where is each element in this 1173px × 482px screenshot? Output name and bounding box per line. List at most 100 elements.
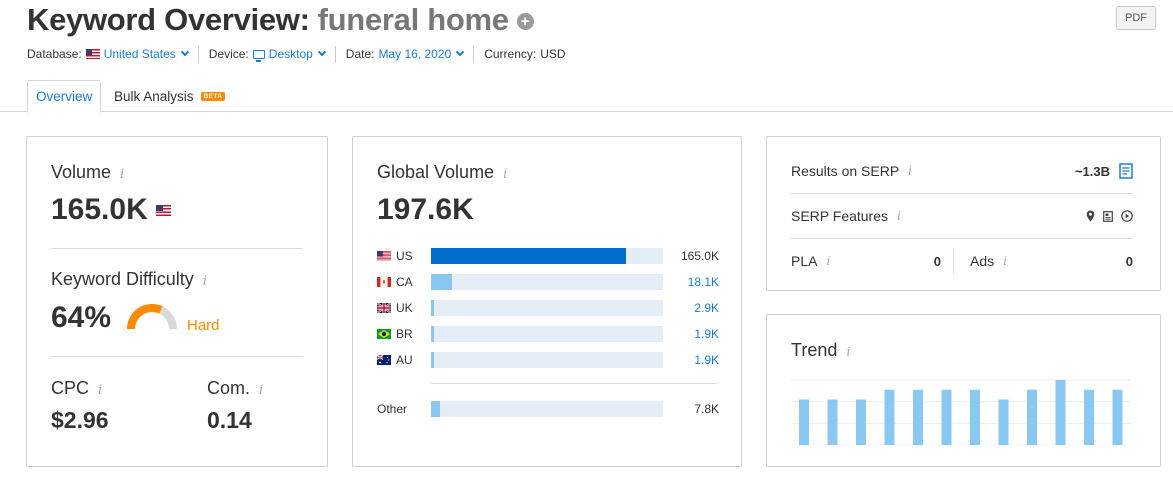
- volume-bar-fill: [431, 326, 434, 342]
- ca-flag-icon: [377, 277, 391, 287]
- country-volume-value[interactable]: 2.9K: [694, 301, 719, 315]
- country-volume-value[interactable]: 1.9K: [694, 327, 719, 341]
- info-icon[interactable]: i: [826, 254, 831, 268]
- chevron-down-icon: [317, 47, 327, 57]
- country-row-br[interactable]: BR 1.9K: [377, 325, 719, 343]
- info-icon[interactable]: i: [259, 383, 264, 398]
- volume-bar-fill: [431, 352, 434, 368]
- features-label: SERP Features: [791, 208, 889, 224]
- cpc-heading: CPC i: [51, 378, 102, 399]
- volume-heading: Volume i: [51, 162, 124, 183]
- info-icon[interactable]: i: [846, 345, 851, 360]
- com-heading: Com. i: [207, 378, 263, 399]
- trend-bar[interactable]: [1055, 380, 1066, 445]
- country-row-other[interactable]: Other 7.8K: [377, 400, 719, 418]
- divider: [953, 248, 954, 274]
- global-volume-label: Global Volume: [377, 162, 495, 182]
- country-row-uk[interactable]: UK 2.9K: [377, 299, 719, 317]
- global-volume-card: Global Volume i 197.6K US 165.0K CA 18.1K UK…: [352, 136, 742, 467]
- au-flag-icon: [377, 355, 391, 365]
- global-volume-value: 197.6K: [377, 193, 474, 226]
- results-value: ~1.3B: [1074, 163, 1110, 179]
- us-flag-icon: [85, 49, 100, 59]
- currency-filter: Currency: USD: [484, 47, 565, 61]
- divider: [334, 45, 336, 63]
- divider: [51, 356, 303, 357]
- serp-features-icons: [1086, 210, 1133, 222]
- info-icon[interactable]: i: [897, 209, 901, 223]
- page-title: Keyword Overview: funeral home: [27, 2, 509, 38]
- date-dropdown[interactable]: May 16, 2020: [378, 47, 465, 61]
- volume-bar-track: [431, 274, 663, 290]
- trend-bar[interactable]: [941, 389, 952, 445]
- desktop-icon: [252, 49, 265, 62]
- database-label: Database:: [27, 47, 82, 61]
- volume-bar-track: [431, 248, 663, 264]
- trend-bar[interactable]: [998, 399, 1009, 446]
- country-volume-value[interactable]: 18.1K: [687, 275, 719, 289]
- play-icon: [1121, 210, 1133, 222]
- trend-bar[interactable]: [1027, 389, 1037, 445]
- chevron-down-icon: [180, 47, 189, 57]
- document-icon: [1103, 210, 1113, 222]
- info-icon[interactable]: i: [1003, 254, 1007, 268]
- tab-overview[interactable]: Overview: [27, 80, 102, 113]
- br-flag-icon: [377, 329, 391, 339]
- country-row-us[interactable]: US 165.0K: [377, 247, 719, 265]
- page-header: Keyword Overview: funeral home +: [27, 0, 534, 40]
- trend-bar[interactable]: [827, 399, 838, 446]
- divider: [473, 45, 475, 63]
- country-volume-value[interactable]: 1.9K: [694, 353, 719, 367]
- device-label: Device:: [208, 47, 249, 61]
- trend-card: Trend i: [766, 314, 1161, 467]
- add-to-list-icon[interactable]: +: [516, 12, 534, 30]
- pdf-export-button[interactable]: PDF: [1116, 6, 1156, 30]
- info-icon[interactable]: i: [908, 164, 913, 178]
- difficulty-gauge-icon: [127, 304, 177, 329]
- kd-level: Hard: [187, 317, 220, 334]
- kd-heading: Keyword Difficulty i: [51, 269, 207, 290]
- info-icon[interactable]: i: [503, 167, 508, 182]
- tab-bulk-analysis[interactable]: Bulk Analysis BETA: [114, 80, 226, 112]
- filter-bar: Database: United States Device: Desktop …: [27, 45, 566, 63]
- global-volume-heading: Global Volume i: [377, 162, 507, 183]
- trend-bar[interactable]: [884, 389, 895, 445]
- trend-heading: Trend i: [791, 340, 851, 361]
- trend-bar[interactable]: [856, 399, 866, 446]
- database-value: United States: [103, 47, 176, 61]
- results-on-serp-row: Results on SERP i ~1.3B: [791, 163, 1133, 179]
- other-label: Other: [377, 402, 408, 416]
- info-icon[interactable]: i: [120, 167, 125, 182]
- country-row-au[interactable]: AU 1.9K: [377, 351, 719, 369]
- volume-value: 165.0K: [51, 193, 148, 226]
- serp-snapshot-icon[interactable]: [1119, 163, 1133, 179]
- trend-bar[interactable]: [1084, 389, 1094, 445]
- device-dropdown[interactable]: Desktop: [252, 47, 327, 62]
- ads-row: Ads i 0: [970, 253, 1133, 269]
- database-dropdown[interactable]: United States: [85, 47, 189, 61]
- volume-label: Volume: [51, 162, 112, 182]
- country-volume-value: 165.0K: [680, 249, 719, 263]
- info-icon[interactable]: i: [202, 274, 207, 289]
- pla-label: PLA: [791, 253, 818, 269]
- volume-bar-track: [431, 326, 663, 342]
- trend-bar[interactable]: [913, 389, 923, 445]
- country-code: BR: [396, 327, 413, 341]
- uk-flag-icon: [377, 303, 391, 313]
- tab-bulk-analysis-label: Bulk Analysis: [114, 88, 194, 104]
- divider: [791, 238, 1133, 239]
- country-row-ca[interactable]: CA 18.1K: [377, 273, 719, 291]
- pla-row: PLA i 0: [791, 253, 941, 269]
- trend-bar[interactable]: [799, 399, 809, 446]
- tab-bar: Overview Bulk Analysis BETA: [0, 80, 1173, 113]
- pla-value: 0: [933, 253, 941, 269]
- date-filter: Date: May 16, 2020: [346, 47, 465, 61]
- country-code: AU: [396, 353, 413, 367]
- country-code: CA: [396, 275, 413, 289]
- volume-bar-fill: [431, 248, 626, 264]
- trend-bar[interactable]: [970, 389, 980, 445]
- device-value: Desktop: [268, 47, 313, 61]
- trend-bar[interactable]: [1112, 389, 1123, 445]
- com-label: Com.: [207, 378, 251, 398]
- info-icon[interactable]: i: [98, 383, 103, 398]
